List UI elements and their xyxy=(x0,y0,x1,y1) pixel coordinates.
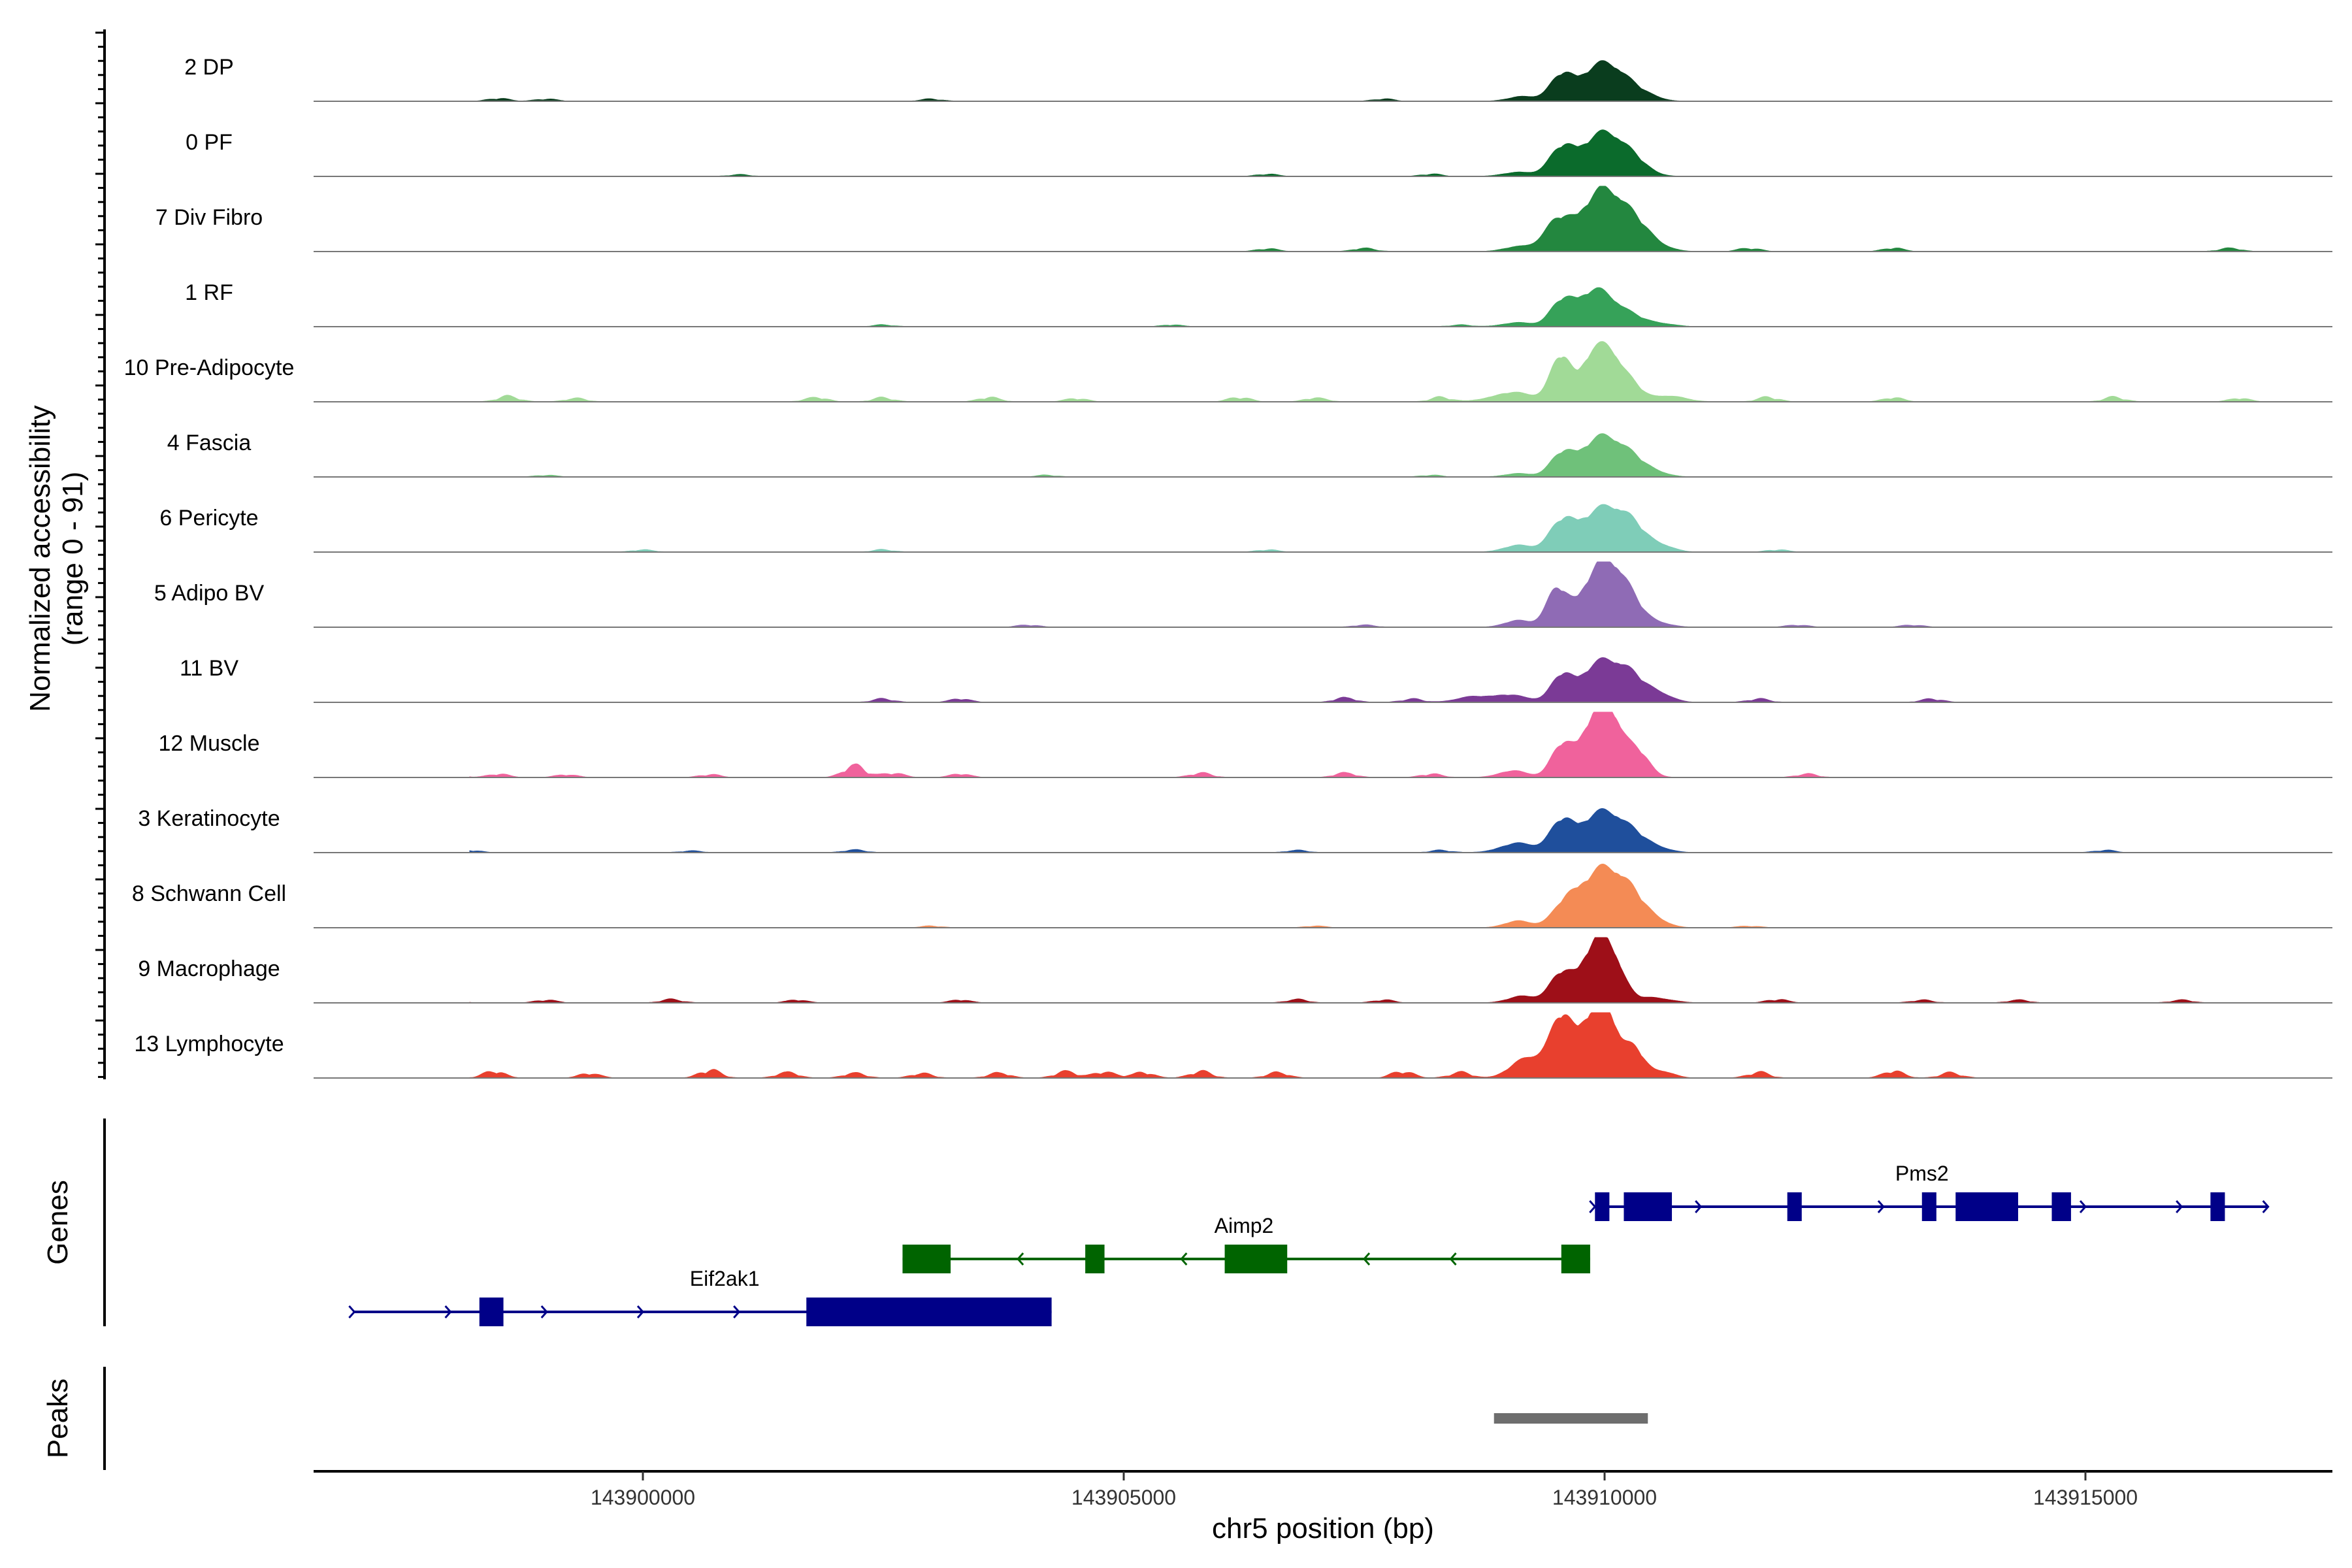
track-label: 4 Fascia xyxy=(167,431,252,455)
genes-track-label: Genes xyxy=(42,1180,74,1265)
strand-arrow xyxy=(2176,1200,2183,1213)
track-1-rf: 1 RF xyxy=(185,280,2332,327)
coverage-y-axis xyxy=(95,29,106,1079)
ylabel-line2: (range 0 - 91) xyxy=(57,472,89,646)
track-label: 11 BV xyxy=(180,656,238,681)
track-label: 6 Pericyte xyxy=(159,506,258,531)
strand-arrow xyxy=(733,1305,741,1318)
track-2-dp: 2 DP xyxy=(184,55,2332,102)
gene-exon xyxy=(1085,1245,1105,1273)
track-label: 13 Lymphocyte xyxy=(134,1032,284,1056)
track-label: 5 Adipo BV xyxy=(154,581,265,606)
coverage-area xyxy=(469,60,2297,102)
x-tick-label: 143915000 xyxy=(2033,1486,2138,1509)
coverage-area xyxy=(470,287,2297,327)
peaks-track-label: Peaks xyxy=(42,1379,74,1458)
coverage-area xyxy=(470,186,2297,252)
track-label: 7 Div Fibro xyxy=(155,205,263,230)
track-label: 2 DP xyxy=(184,55,234,80)
strand-arrow xyxy=(1877,1200,1885,1213)
track-label: 9 Macrophage xyxy=(138,956,280,981)
track-0-pf: 0 PF xyxy=(186,129,2332,177)
gene-label: Pms2 xyxy=(1895,1162,1949,1185)
strand-arrow xyxy=(444,1305,452,1318)
strand-arrow xyxy=(1449,1252,1457,1266)
gene-exon xyxy=(1224,1245,1288,1273)
strand-arrow xyxy=(1180,1252,1188,1266)
coverage-area xyxy=(469,129,2297,177)
coverage-tracks: 2 DP 0 PF 7 Div Fibro 1 RF 10 Pre-Adipocyte 4… xyxy=(124,55,2332,1079)
track-10-pre-adipocyte: 10 Pre-Adipocyte xyxy=(124,341,2332,402)
track-label: 0 PF xyxy=(186,130,233,155)
track-4-fascia: 4 Fascia xyxy=(167,431,2332,478)
gene-exon xyxy=(2210,1192,2225,1221)
coverage-area xyxy=(470,433,2297,478)
track-label: 12 Muscle xyxy=(159,731,260,756)
gene-exon xyxy=(806,1298,1052,1326)
coverage-area xyxy=(469,1012,2297,1079)
x-axis-title: chr5 position (bp) xyxy=(1212,1512,1434,1544)
track-7-div-fibro: 7 Div Fibro xyxy=(155,186,2332,252)
gene-exon xyxy=(1624,1192,1673,1221)
coverage-area xyxy=(470,863,2297,928)
strand-arrow xyxy=(2079,1200,2087,1213)
strand-arrow xyxy=(1017,1252,1024,1266)
track-8-schwann-cell: 8 Schwann Cell xyxy=(132,863,2332,928)
track-5-adipo-bv: 5 Adipo BV xyxy=(154,561,2332,628)
gene-exon xyxy=(1787,1192,1802,1221)
coverage-area xyxy=(469,808,2297,853)
coverage-area xyxy=(470,561,2297,628)
x-tick-label: 143910000 xyxy=(1552,1486,1657,1509)
x-tick-label: 143900000 xyxy=(591,1486,695,1509)
coverage-area xyxy=(470,657,2297,703)
x-axis: 143900000 143905000 143910000 143915000 xyxy=(314,1470,2332,1509)
track-13-lymphocyte: 13 Lymphocyte xyxy=(134,1012,2332,1079)
strand-arrow xyxy=(1695,1200,1703,1213)
coverage-area xyxy=(470,341,2297,402)
track-label: 3 Keratinocyte xyxy=(138,806,280,831)
strand-arrow xyxy=(2262,1200,2270,1213)
gene-exon xyxy=(902,1245,951,1273)
gene-eif2ak1: Eif2ak1 xyxy=(348,1267,1052,1326)
gene-label: Eif2ak1 xyxy=(690,1267,760,1290)
track-3-keratinocyte: 3 Keratinocyte xyxy=(138,806,2332,853)
gene-exon xyxy=(1561,1245,1590,1273)
track-12-muscle: 12 Muscle xyxy=(159,711,2332,778)
coverage-area xyxy=(469,937,2297,1004)
x-tick-label: 143905000 xyxy=(1071,1486,1176,1509)
gene-label: Aimp2 xyxy=(1215,1214,1274,1237)
track-11-bv: 11 BV xyxy=(180,656,2332,703)
track-9-macrophage: 9 Macrophage xyxy=(138,937,2332,1004)
track-6-pericyte: 6 Pericyte xyxy=(159,504,2332,553)
strand-arrow xyxy=(1362,1252,1371,1266)
track-label: 8 Schwann Cell xyxy=(132,881,286,906)
gene-exon xyxy=(2051,1192,2071,1221)
gene-exon xyxy=(1595,1192,1610,1221)
track-label: 10 Pre-Adipocyte xyxy=(124,355,295,380)
gene-exon xyxy=(1921,1192,1936,1221)
coverage-y-axis-title: Normalized accessibility (range 0 - 91) xyxy=(24,405,89,711)
strand-arrow xyxy=(636,1305,645,1318)
coverage-area xyxy=(469,711,2297,778)
strand-arrow xyxy=(1589,1200,1597,1213)
strand-arrow xyxy=(348,1305,356,1318)
gene-exon xyxy=(479,1298,504,1326)
genes-panel: Genes Eif2ak1 Aimp2 Pms2 xyxy=(42,1119,2270,1326)
peaks-panel: Peaks xyxy=(42,1367,1648,1470)
ylabel-line1: Normalized accessibility xyxy=(24,405,56,711)
track-label: 1 RF xyxy=(185,280,233,305)
strand-arrow xyxy=(540,1305,548,1318)
coverage-area xyxy=(470,504,2297,553)
gene-aimp2: Aimp2 xyxy=(902,1214,1590,1273)
gene-pms2: Pms2 xyxy=(1589,1162,2270,1221)
gene-models: Eif2ak1 Aimp2 Pms2 xyxy=(348,1162,2270,1326)
peak-region xyxy=(1494,1413,1648,1424)
peak-regions xyxy=(1494,1413,1648,1424)
gene-exon xyxy=(1955,1192,2018,1221)
